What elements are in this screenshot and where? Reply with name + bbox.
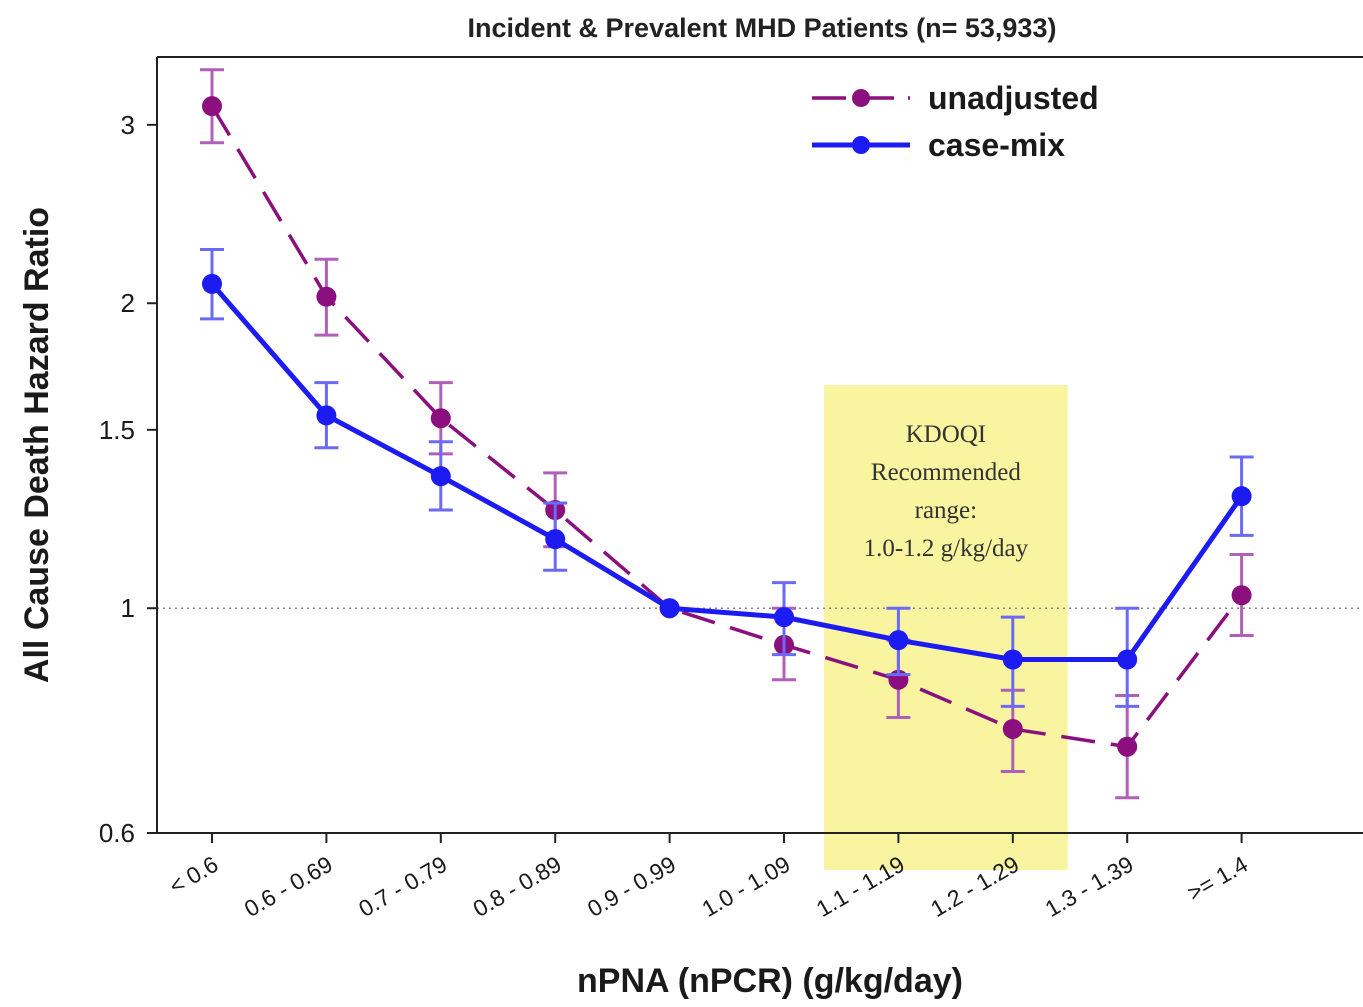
y-tick-label: 0.6 xyxy=(99,818,135,848)
x-tick-label-1-4: >= 1.4 xyxy=(1183,851,1253,906)
series-line-case-mix xyxy=(210,282,1244,663)
data-point-case-mix xyxy=(1117,649,1138,670)
legend-label-case-mix: case-mix xyxy=(928,127,1065,163)
data-point-case-mix xyxy=(774,607,794,628)
series-case-mix xyxy=(200,247,1254,708)
legend: unadjusted case-mix xyxy=(812,80,1099,163)
x-tick-label-1-0-1-09: 1.0 - 1.09 xyxy=(697,851,794,922)
y-tick-label: 1.5 xyxy=(99,415,135,445)
y-tick-label: 3 xyxy=(121,110,135,140)
highlight-text-line: Recommended xyxy=(871,459,1021,486)
x-tick-label-0-6-0-69: 0.6 - 0.69 xyxy=(240,851,337,922)
legend-marker-case-mix xyxy=(852,136,870,154)
kdoqi-highlight-text: KDOQI Recommended range: 1.0-1.2 g/kg/day xyxy=(864,421,1029,562)
x-tick-label-0-7-0-79: 0.7 - 0.79 xyxy=(354,851,451,922)
legend-label-unadjusted: unadjusted xyxy=(928,80,1099,116)
highlight-text-line: KDOQI xyxy=(906,421,987,448)
data-point-case-mix xyxy=(316,405,337,426)
y-tick-label: 2 xyxy=(121,288,135,318)
data-point-case-mix xyxy=(659,598,680,619)
y-ticks: 0.6 1 1.5 2 3 xyxy=(99,110,157,848)
legend-marker-unadjusted xyxy=(852,89,870,107)
data-point-case-mix xyxy=(888,630,909,651)
data-point-case-mix xyxy=(1231,486,1252,507)
kdoqi-highlight-region xyxy=(824,385,1068,870)
highlight-text-line: range: xyxy=(915,497,977,524)
data-point-unadjusted xyxy=(1117,736,1138,757)
data-point-case-mix xyxy=(202,273,222,294)
axes xyxy=(156,56,1363,834)
data-point-case-mix xyxy=(430,466,451,487)
x-tick-label-0-9-0-99: 0.9 - 0.99 xyxy=(583,851,680,922)
x-tick-label-0-8-0-89: 0.8 - 0.89 xyxy=(469,851,566,922)
data-point-unadjusted xyxy=(316,286,337,307)
x-ticks: < 0.6 0.6 - 0.69 0.7 - 0.79 0.8 - 0.89 0.9 -… xyxy=(165,833,1253,922)
data-point-case-mix xyxy=(1002,649,1023,670)
x-axis-label: nPNA (nPCR) (g/kg/day) xyxy=(577,962,963,1000)
y-tick-label: 1 xyxy=(121,593,135,623)
data-point-unadjusted xyxy=(202,96,222,117)
data-point-unadjusted xyxy=(1002,718,1023,739)
data-point-case-mix xyxy=(545,529,566,550)
data-point-unadjusted xyxy=(1231,585,1252,606)
series-layer xyxy=(200,68,1254,800)
data-point-unadjusted xyxy=(430,408,451,429)
highlight-text-line: 1.0-1.2 g/kg/day xyxy=(864,535,1029,562)
x-tick-label-0-6: < 0.6 xyxy=(165,851,223,899)
y-axis-label: All Cause Death Hazard Ratio xyxy=(18,207,56,683)
series-line-unadjusted xyxy=(210,105,1243,749)
chart-title: Incident & Prevalent MHD Patients (n= 53… xyxy=(468,13,1057,43)
